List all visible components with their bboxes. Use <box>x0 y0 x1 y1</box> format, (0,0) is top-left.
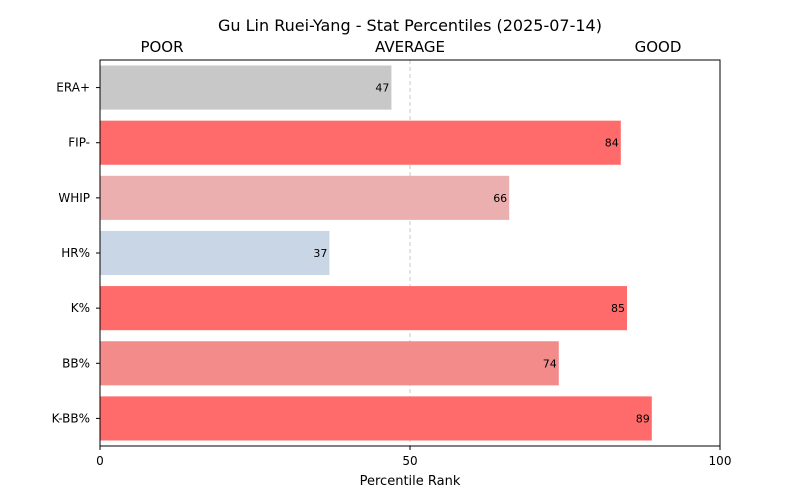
bar-value-label: 89 <box>636 412 650 425</box>
bar-value-label: 74 <box>543 357 557 370</box>
zone-label: AVERAGE <box>375 38 445 56</box>
zone-labels: POOR AVERAGE GOOD <box>140 38 681 56</box>
bar <box>100 286 627 331</box>
y-tick-label: WHIP <box>58 191 90 205</box>
bar-value-label: 37 <box>313 247 327 260</box>
bars: 47 84 66 37 85 74 89 <box>100 65 652 441</box>
y-tick-label: K-BB% <box>52 411 90 425</box>
zone-label: POOR <box>140 38 183 56</box>
x-tick-label: 50 <box>402 454 417 468</box>
bar-value-label: 84 <box>605 137 619 150</box>
bar <box>100 65 392 110</box>
x-tick-label: 0 <box>96 454 104 468</box>
bar-value-label: 85 <box>611 302 625 315</box>
bar-value-label: 47 <box>375 82 389 95</box>
y-tick-label: FIP- <box>68 136 90 150</box>
y-tick-label: BB% <box>62 356 90 370</box>
y-tick-label: K% <box>71 301 90 315</box>
bar <box>100 341 559 386</box>
y-axis: ERA+ FIP- WHIP HR% K% BB% K-BB% <box>52 81 100 425</box>
x-axis: 0 50 100 <box>96 446 731 468</box>
bar <box>100 230 330 276</box>
chart-title: Gu Lin Ruei-Yang - Stat Percentiles (202… <box>218 16 602 35</box>
bar <box>100 175 510 220</box>
zone-label: GOOD <box>635 38 682 56</box>
y-tick-label: ERA+ <box>56 81 90 95</box>
bar-value-label: 66 <box>493 192 507 205</box>
y-tick-label: HR% <box>61 246 90 260</box>
bar <box>100 396 652 441</box>
x-axis-label: Percentile Rank <box>360 474 461 489</box>
x-tick-label: 100 <box>709 454 732 468</box>
bar <box>100 120 621 165</box>
